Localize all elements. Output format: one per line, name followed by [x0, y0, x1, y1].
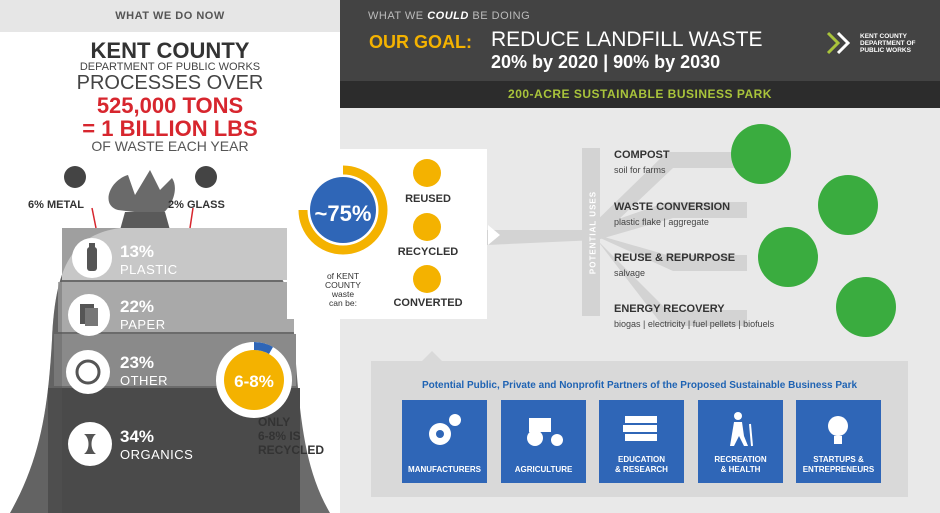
other-icon	[66, 350, 110, 394]
partners-title: Potential Public, Private and Nonprofit …	[421, 380, 858, 391]
metal-label: 6% METAL	[28, 199, 85, 211]
lightbulb-icon	[828, 416, 848, 444]
partner-education: EDUCATION & RESEARCH	[599, 400, 684, 483]
tractor-icon	[527, 418, 563, 446]
potential-uses-label: POTENTIAL USES	[588, 190, 598, 275]
reuse-icon	[413, 159, 441, 187]
potential-uses-bar	[582, 148, 600, 316]
partners-pointer	[420, 351, 444, 363]
waste-conversion-icon	[818, 175, 878, 235]
logo-text: KENT COUNTY DEPARTMENT OF PUBLIC WORKS	[860, 33, 916, 54]
left-header: WHAT WE DO NOW	[0, 0, 340, 32]
use-reuse-sub: salvage	[614, 268, 646, 278]
ring-remainder	[298, 165, 344, 211]
row-other: 23% OTHER	[120, 353, 168, 389]
goal-line2: 20% by 2020 | 90% by 2030	[491, 52, 721, 72]
use-reuse-title: REUSE & REPURPOSE	[614, 252, 736, 264]
compost-icon	[731, 124, 791, 184]
gears-icon	[429, 414, 461, 445]
waste-caption: of KENT COUNTY waste can be:	[325, 271, 361, 308]
partner-manufacturers: MANUFACTURERS	[402, 400, 487, 483]
energy-recovery-icon	[836, 277, 896, 337]
can-icon	[64, 166, 86, 188]
partner-startups: STARTUPS & ENTREPRENEURS	[796, 400, 881, 483]
apple-core-icon	[68, 422, 112, 466]
bottle-icon	[72, 238, 112, 278]
waste-pct: ~75%	[314, 201, 372, 226]
waste-pct-ring	[298, 165, 388, 255]
partner-agriculture: AGRICULTURE	[501, 400, 586, 483]
reuse-repurpose-icon	[758, 227, 818, 287]
logo-chevron-icon	[826, 31, 851, 55]
tons-text: 525,000 TONS	[96, 93, 244, 118]
card-arrow	[488, 225, 500, 245]
processes-text: PROCESSES OVER	[76, 72, 264, 94]
jar-icon	[195, 166, 217, 188]
goal-key: OUR GOAL:	[369, 32, 472, 52]
row-organics: 34% ORGANICS	[120, 427, 194, 463]
ring-core	[310, 177, 376, 243]
books-icon	[623, 416, 657, 441]
glass-label: 2% GLASS	[168, 199, 225, 211]
outcome-reused: REUSED	[405, 193, 451, 205]
use-energy-title: ENERGY RECOVERY	[614, 303, 725, 315]
county-title: KENT COUNTY	[90, 38, 250, 63]
goal-line1: REDUCE LANDFILL WASTE	[491, 28, 763, 51]
row-plastic: 13% PLASTIC	[120, 242, 178, 278]
use-compost-sub: soil for farms	[614, 165, 666, 175]
could-header: WHAT WE COULD BE DOING	[368, 10, 531, 22]
outcome-converted: CONVERTED	[393, 297, 463, 309]
dept-name: DEPARTMENT OF PUBLIC WORKS	[79, 61, 261, 73]
recycled-pct: 6-8%	[234, 372, 274, 391]
outcome-recycled: RECYCLED	[397, 246, 459, 258]
only-recycled-text: ONLY 6-8% IS RECYCLED	[258, 415, 325, 457]
flow-arrows	[487, 152, 747, 326]
park-strip: 200-ACRE SUSTAINABLE BUSINESS PARK	[340, 81, 940, 108]
use-energy-sub: biogas | electricity | fuel pellets | bi…	[614, 319, 775, 329]
convert-icon	[413, 265, 441, 293]
lbs-text: = 1 BILLION LBS	[82, 116, 258, 141]
partner-recreation: RECREATION & HEALTH	[698, 400, 783, 483]
use-conversion-sub: plastic flake | aggregate	[614, 217, 709, 227]
use-compost-title: COMPOST	[614, 149, 670, 161]
use-conversion-title: WASTE CONVERSION	[614, 201, 731, 213]
recycle-icon	[413, 213, 441, 241]
waste-each-year: OF WASTE EACH YEAR	[91, 138, 249, 154]
row-paper: 22% PAPER	[120, 297, 166, 333]
paper-icon	[68, 294, 110, 336]
recycled-badge	[216, 341, 292, 418]
hiker-icon	[730, 412, 753, 447]
